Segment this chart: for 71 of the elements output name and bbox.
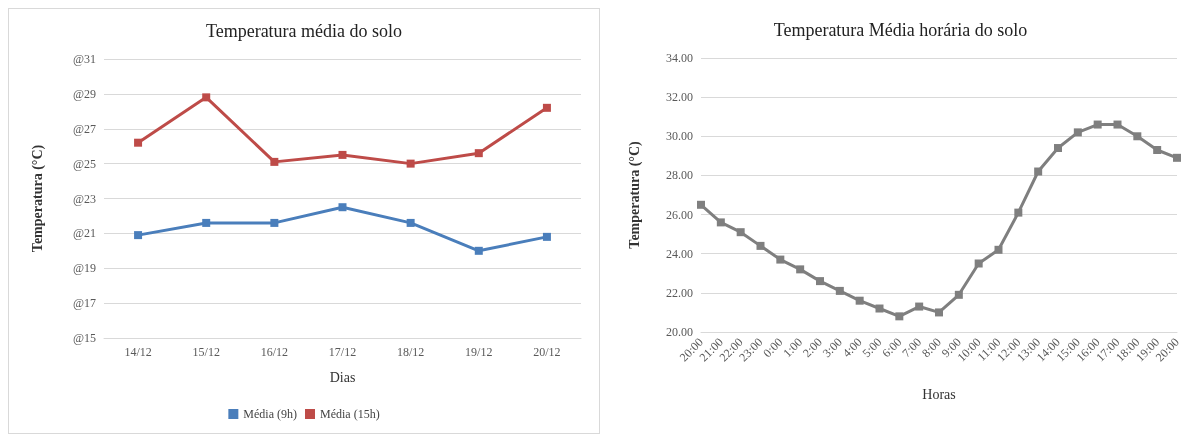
point (270, 218, 279, 227)
point (474, 149, 483, 158)
point (697, 200, 705, 209)
legend-label: Média (9h) (243, 407, 298, 421)
y-tick-label: @29 (72, 86, 96, 101)
point (406, 218, 415, 227)
point (1073, 128, 1082, 137)
y-axis-title: Temperatura (°C) (626, 141, 643, 249)
point (736, 228, 745, 237)
x-tick-label: 19/12 (465, 345, 493, 359)
y-tick-label: @23 (72, 191, 96, 206)
y-tick-label: @15 (72, 331, 96, 345)
point (954, 290, 963, 299)
point (270, 157, 279, 166)
x-tick-label: 16/12 (260, 345, 289, 359)
point (1133, 132, 1142, 141)
point (202, 93, 211, 102)
y-tick-label: @17 (72, 296, 96, 311)
y-tick-label: @31 (72, 52, 96, 66)
point (895, 312, 904, 321)
x-tick-label: 15/12 (192, 345, 220, 359)
point (915, 302, 924, 311)
x-tick-label: 18/12 (396, 345, 425, 359)
point (935, 308, 943, 317)
point (1093, 120, 1102, 129)
x-axis-title: Dias (329, 369, 356, 385)
chart-title: Temperatura Média horária do solo (773, 20, 1028, 40)
y-tick-label: 28.00 (666, 168, 693, 183)
x-tick-label: 20/12 (533, 345, 561, 359)
y-tick-label: @21 (72, 226, 96, 241)
point (716, 218, 725, 227)
x-tick-label: 17/12 (328, 345, 357, 359)
point (796, 265, 805, 274)
point (776, 255, 785, 264)
y-tick-label: @27 (72, 121, 96, 136)
point (875, 304, 884, 313)
point (1173, 153, 1181, 162)
point (134, 231, 143, 240)
y-tick-label: 34.00 (666, 51, 693, 65)
point (816, 277, 824, 286)
y-tick-label: 32.00 (666, 90, 693, 105)
point (994, 245, 1003, 254)
point (1153, 145, 1162, 154)
point (1113, 120, 1122, 129)
point (338, 203, 347, 212)
y-tick-label: @25 (72, 156, 96, 171)
point (406, 159, 415, 168)
y-tick-label: 30.00 (666, 129, 693, 144)
point (756, 241, 765, 250)
point (855, 296, 864, 305)
y-tick-label: @19 (72, 261, 96, 276)
point (338, 150, 347, 159)
point (974, 259, 983, 268)
point (1034, 167, 1043, 176)
point (134, 138, 143, 147)
x-axis-title: Horas (922, 386, 956, 402)
chart-title: Temperatura média do solo (205, 21, 403, 41)
y-tick-label: 22.00 (666, 285, 693, 300)
point (1054, 144, 1062, 153)
point (474, 246, 483, 255)
point (202, 218, 211, 227)
point (542, 103, 551, 112)
point (835, 286, 844, 295)
legend-label: Média (15h) (320, 407, 380, 421)
point (542, 232, 551, 241)
point (1014, 208, 1023, 217)
y-tick-label: 24.00 (666, 246, 693, 261)
y-tick-label: 26.00 (666, 207, 693, 222)
x-tick-label: 14/12 (124, 345, 152, 359)
y-axis-title: Temperatura (°C) (29, 144, 46, 253)
y-tick-label: 20.00 (666, 325, 693, 339)
